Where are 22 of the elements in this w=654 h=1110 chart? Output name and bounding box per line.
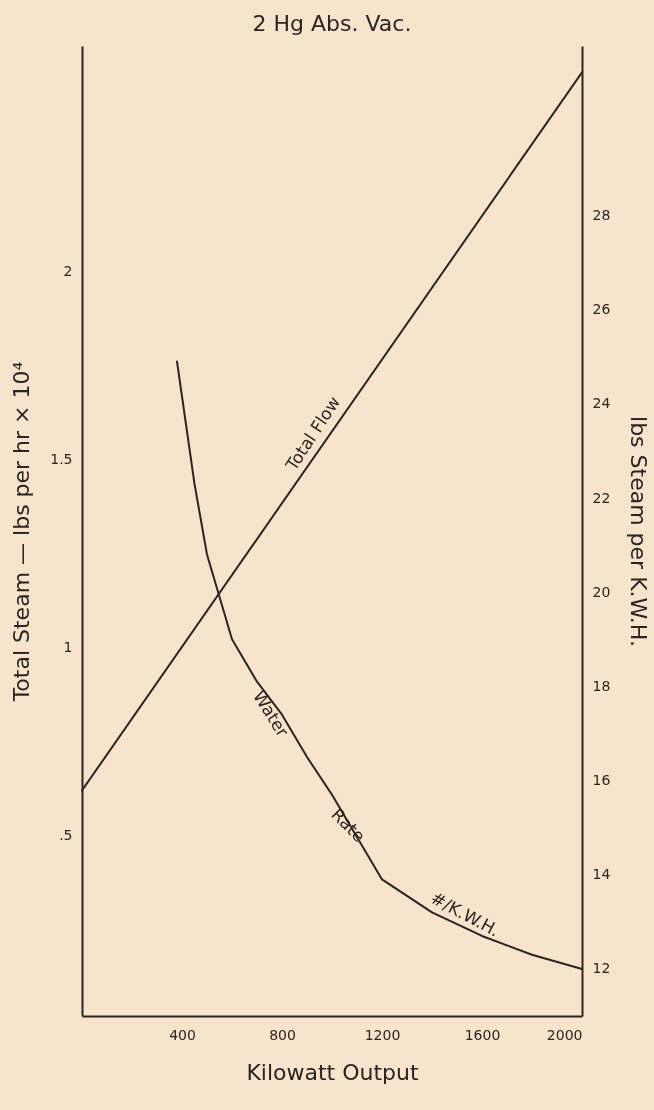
x-tick-label: 2000	[546, 1026, 583, 1043]
x-tick-label: 1200	[364, 1026, 401, 1043]
y-axis-title: Total Steam — lbs per hr × 10⁴	[9, 361, 35, 703]
x-tick-label: 800	[269, 1026, 296, 1043]
y2-tick-label: 18	[592, 677, 611, 694]
x-axis-title: Kilowatt Output	[246, 1059, 419, 1085]
y2-tick-label: 20	[592, 583, 611, 600]
y2-tick-label: 14	[592, 866, 611, 883]
y2-tick-label: 28	[592, 207, 611, 224]
y2-axis-title: lbs Steam per K.W.H.	[626, 416, 652, 647]
y2-tick-label: 16	[592, 772, 611, 789]
y-tick-label: 2	[63, 263, 73, 280]
x-tick-label: 400	[169, 1026, 196, 1043]
y2-tick-label: 24	[592, 395, 611, 412]
y2-tick-label: 12	[592, 960, 611, 977]
chart-title: 2 Hg Abs. Vac.	[252, 11, 412, 36]
y-tick-label: 1.5	[50, 451, 73, 468]
y2-tick-label: 22	[592, 489, 611, 506]
y-tick-label: .5	[59, 827, 73, 844]
x-tick-label: 1600	[464, 1026, 501, 1043]
y-tick-label: 1	[63, 639, 73, 656]
y2-tick-label: 26	[592, 301, 611, 318]
